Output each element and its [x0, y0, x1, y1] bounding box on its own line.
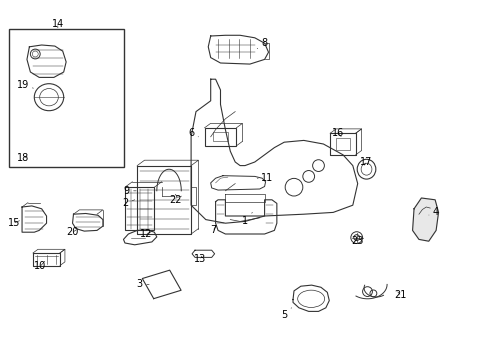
Text: 3: 3	[137, 279, 149, 289]
Text: 8: 8	[257, 38, 268, 49]
Text: 12: 12	[140, 229, 152, 239]
Text: 7: 7	[210, 225, 217, 235]
Text: 14: 14	[52, 19, 64, 30]
Text: 9: 9	[123, 186, 136, 196]
Text: 22: 22	[169, 195, 182, 205]
Text: 17: 17	[360, 157, 373, 167]
Text: 10: 10	[34, 261, 47, 271]
Text: 16: 16	[332, 128, 344, 138]
Text: 11: 11	[257, 173, 273, 183]
Bar	[125, 187, 154, 230]
Text: 5: 5	[281, 308, 292, 320]
Text: 2: 2	[122, 198, 135, 208]
Text: 18: 18	[18, 153, 30, 163]
Text: 20: 20	[66, 227, 79, 237]
Text: 23: 23	[351, 236, 364, 246]
Text: 21: 21	[394, 290, 407, 300]
Text: 6: 6	[188, 128, 198, 138]
Bar	[213, 132, 228, 141]
Text: 4: 4	[429, 207, 439, 217]
Bar	[9, 29, 124, 167]
Text: 1: 1	[242, 212, 252, 226]
Bar	[205, 128, 237, 146]
Polygon shape	[413, 198, 439, 241]
Text: 15: 15	[7, 218, 20, 228]
Text: 19: 19	[18, 80, 33, 90]
Bar	[336, 138, 350, 150]
Text: 13: 13	[194, 254, 206, 264]
